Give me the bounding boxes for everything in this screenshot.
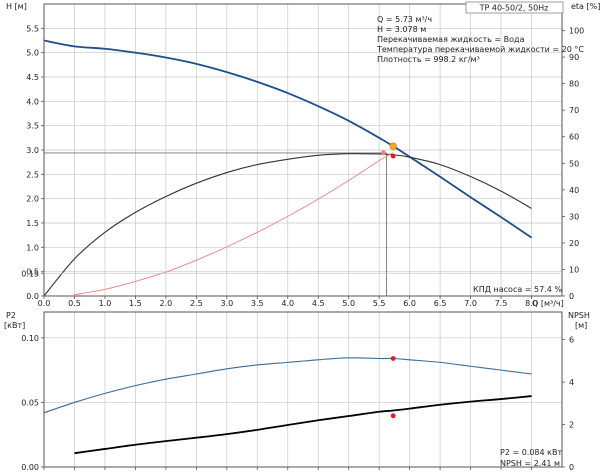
y2-tick-label: 90 — [569, 53, 579, 62]
info-liquid: Перекачиваемая жидкость = Вода — [377, 35, 525, 44]
x-tick-label: 0.5 — [68, 299, 81, 308]
y2-tick-label: 80 — [569, 80, 579, 89]
y2-tick-label: 10 — [569, 265, 579, 274]
info-power: P2 = 0.084 кВт — [500, 448, 562, 457]
y-tick-label: 2.0 — [26, 195, 39, 204]
x-tick-label: 1.0 — [99, 299, 112, 308]
y2-tick-label: 0 — [569, 292, 574, 301]
info-npsh: NPSH = 2.41 м — [500, 459, 560, 468]
y2-tick-label: 40 — [569, 186, 579, 195]
y2-tick-label: 4 — [569, 378, 574, 387]
operating-point-marker — [390, 153, 396, 159]
y-tick-label: 1.0 — [26, 243, 39, 252]
y2-tick-label: 50 — [569, 159, 579, 168]
y2-tick-label: 20 — [569, 239, 579, 248]
y-tick-label: 0.05 — [21, 398, 39, 407]
curve-series-0 — [43, 39, 533, 239]
markers — [381, 142, 397, 159]
y-tick-label: 5.5 — [26, 24, 39, 33]
y-tick-label: 0.0 — [26, 292, 39, 301]
y2-tick-label: 70 — [569, 106, 579, 115]
y-tick-label: 0.00 — [21, 463, 39, 472]
y2-tick-label: 6 — [569, 336, 574, 345]
grid-lines — [43, 272, 562, 468]
y2-axis-label-npsh: NPSH [м] — [568, 311, 590, 330]
x-tick-label: 4.5 — [312, 299, 325, 308]
y-tick-label: 4.5 — [26, 73, 39, 82]
x-tick-label: 5.5 — [373, 299, 386, 308]
y-axis-label-p2-name: P2 — [6, 311, 16, 320]
curve-series-1 — [74, 395, 532, 455]
x-tick-label: 2.5 — [190, 299, 203, 308]
info-density: Плотность = 998.2 кг/м³ — [377, 55, 480, 64]
curves — [43, 357, 532, 455]
y-axis-label-p2-unit: [кВт] — [4, 321, 25, 330]
y-tick-label: 5.0 — [26, 49, 39, 58]
x-tick-label: 2.0 — [160, 299, 173, 308]
info-head: H = 3.078 м — [377, 25, 426, 34]
x-tick-label: 8.0 — [525, 299, 538, 308]
y2-tick-label: 100 — [569, 27, 584, 36]
x-tick-label: 1.5 — [129, 299, 142, 308]
x-tick-label: 7.0 — [464, 299, 477, 308]
x-tick-label: 3.5 — [251, 299, 264, 308]
x-tick-label: 4.0 — [281, 299, 294, 308]
markers — [390, 356, 396, 419]
x-tick-label: 6.5 — [434, 299, 447, 308]
info-flow: Q = 5.73 м³/ч — [377, 15, 432, 24]
curves — [43, 39, 533, 297]
x-tick-label: 7.5 — [495, 299, 508, 308]
operating-point-marker — [389, 142, 397, 150]
operating-point-marker — [390, 356, 396, 361]
y2-tick-label: 2 — [569, 421, 574, 430]
curve-series-0 — [43, 357, 532, 414]
chart-title: TP 40-50/2, 50Hz — [479, 4, 549, 13]
y-tick-label: 2.5 — [26, 170, 39, 179]
y-axis-label-p2: P2 [кВт] — [4, 311, 25, 330]
qh-panel: 0.0 0.5 1.0 1.5 2.0 2.5 3.0 3.5 4.0 4.5 5.0 5.5 6.0 6… — [6, 1, 600, 308]
operating-point-info: Q = 5.73 м³/ч H = 3.078 м Перекачиваемая… — [376, 15, 584, 64]
curve-series-1 — [43, 153, 532, 297]
y-tick-label: 3.5 — [26, 122, 39, 131]
operating-point-marker — [381, 150, 386, 156]
pump-efficiency-label: КПД насоса = 57.4 % — [473, 285, 562, 294]
y-tick-label: 0.10 — [21, 334, 39, 343]
x-axis-label: Q [м³/ч] — [532, 299, 564, 308]
y-axis-label-h: H [м] — [6, 2, 27, 11]
x-tick-label: 3.0 — [220, 299, 233, 308]
info-temperature: Температура перекачиваемой жидкости = 20… — [376, 45, 584, 54]
y-tick-label: 0.15 — [21, 269, 39, 278]
title-box — [465, 1, 564, 14]
y2-axis-label-npsh-name: NPSH — [568, 311, 590, 320]
x-tick-label: 5.0 — [342, 299, 355, 308]
y2-tick-label: 0 — [569, 463, 574, 472]
operating-point-marker — [390, 413, 396, 419]
plot-frame — [43, 311, 563, 468]
y2-tick-label: 30 — [569, 212, 579, 221]
x-tick-label: 6.0 — [403, 299, 416, 308]
x-tick-label: 0.0 — [38, 299, 51, 308]
y2-axis-label-npsh-unit: [м] — [575, 321, 587, 330]
y-tick-label: 0.5 — [26, 268, 39, 277]
y-tick-label: 3.0 — [26, 146, 39, 155]
y-tick-label: 1.5 — [26, 219, 39, 228]
axis-ticks: 0.0 0.5 1.0 1.5 2.0 2.5 3.0 3.5 4.0 4.5 5.0 5.5 6.0 6… — [26, 24, 584, 308]
curve-series-2 — [74, 152, 394, 296]
y2-tick-label: 60 — [569, 133, 579, 142]
y-tick-label: 4.0 — [26, 97, 39, 106]
y2-axis-label-eta: eta [%] — [571, 2, 600, 11]
